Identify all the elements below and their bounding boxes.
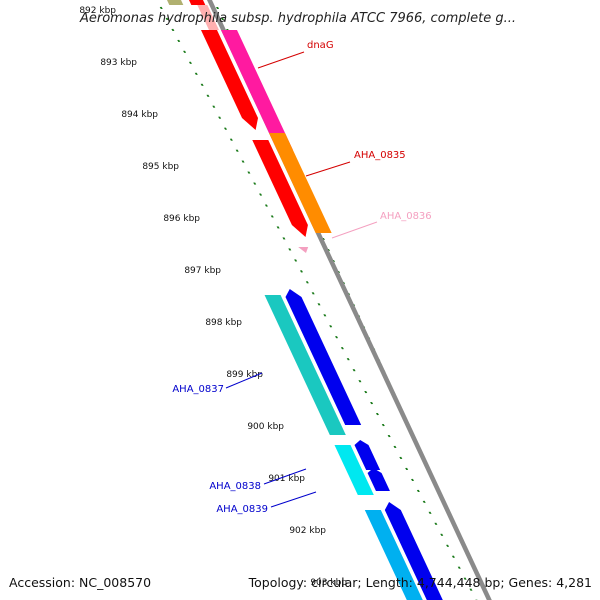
outer-ruler-dots <box>148 0 481 600</box>
kbp-label: 895 kbp <box>142 162 179 172</box>
gene-dnaG-magenta <box>220 30 293 150</box>
kbp-label: 897 kbp <box>184 266 221 276</box>
kbp-label: 901 kbp <box>268 474 305 484</box>
gene-AHA_0837-blue <box>285 289 362 425</box>
gene-leader-line <box>305 161 351 177</box>
kbp-label: 900 kbp <box>247 422 284 432</box>
kbp-label: 892 kbp <box>79 6 116 16</box>
gene-AHA_0835-red <box>252 140 308 237</box>
gene-label[interactable]: AHA_0835 <box>354 150 406 161</box>
gene-AHA_0839-blue <box>384 502 443 600</box>
kbp-label: 898 kbp <box>205 318 242 328</box>
gene-AHA_0837-teal <box>264 295 346 435</box>
gene-AHA_0838-blue-a <box>354 440 381 470</box>
gene-AHA_0838-blue-b <box>367 468 390 491</box>
gene-AHA_0836-pink <box>298 247 309 253</box>
gene-AHA_0838-cyan <box>334 445 374 495</box>
gene-labels: dnaG AHA_0835 AHA_0836 AHA_0837 AHA_0838 AHA_… <box>172 40 431 515</box>
gene-label[interactable]: dnaG <box>307 40 334 51</box>
kbp-label: 902 kbp <box>289 526 326 536</box>
gene-AHA_0839-skyblue <box>364 510 423 600</box>
kbp-label: 903 kbp <box>310 578 347 588</box>
gene-label[interactable]: AHA_0838 <box>209 481 261 492</box>
gene-dnaG-red <box>200 30 259 130</box>
accession-text: Accession: NC_008570 <box>9 575 151 590</box>
gene-leader-line <box>225 372 263 389</box>
gene-leader-line <box>263 468 307 485</box>
gene-label[interactable]: AHA_0836 <box>380 211 432 222</box>
gene-block-lightpink-top <box>197 5 219 30</box>
kbp-label: 896 kbp <box>163 214 200 224</box>
map-title: Aeromonas hydrophila subsp. hydrophila A… <box>79 11 516 26</box>
gene-label[interactable]: AHA_0839 <box>216 504 268 515</box>
kbp-ruler-labels: 892 kbp 893 kbp 894 kbp 895 kbp 896 kbp 897 k… <box>79 6 347 588</box>
gene-block-red-top <box>182 0 206 5</box>
kbp-label: 894 kbp <box>121 110 158 120</box>
gene-AHA_0835-orange <box>269 133 332 233</box>
gene-block-olive <box>160 0 184 5</box>
map-track-group <box>148 0 495 600</box>
kbp-label: 899 kbp <box>226 370 263 380</box>
topology-text: Topology: circular; Length: 4,744,448 bp… <box>248 575 592 590</box>
gene-leader-line <box>257 51 305 69</box>
gene-leader-line <box>270 491 317 508</box>
gene-label[interactable]: AHA_0837 <box>172 384 224 395</box>
gene-leader-line <box>331 221 378 239</box>
kbp-label: 893 kbp <box>100 58 137 68</box>
